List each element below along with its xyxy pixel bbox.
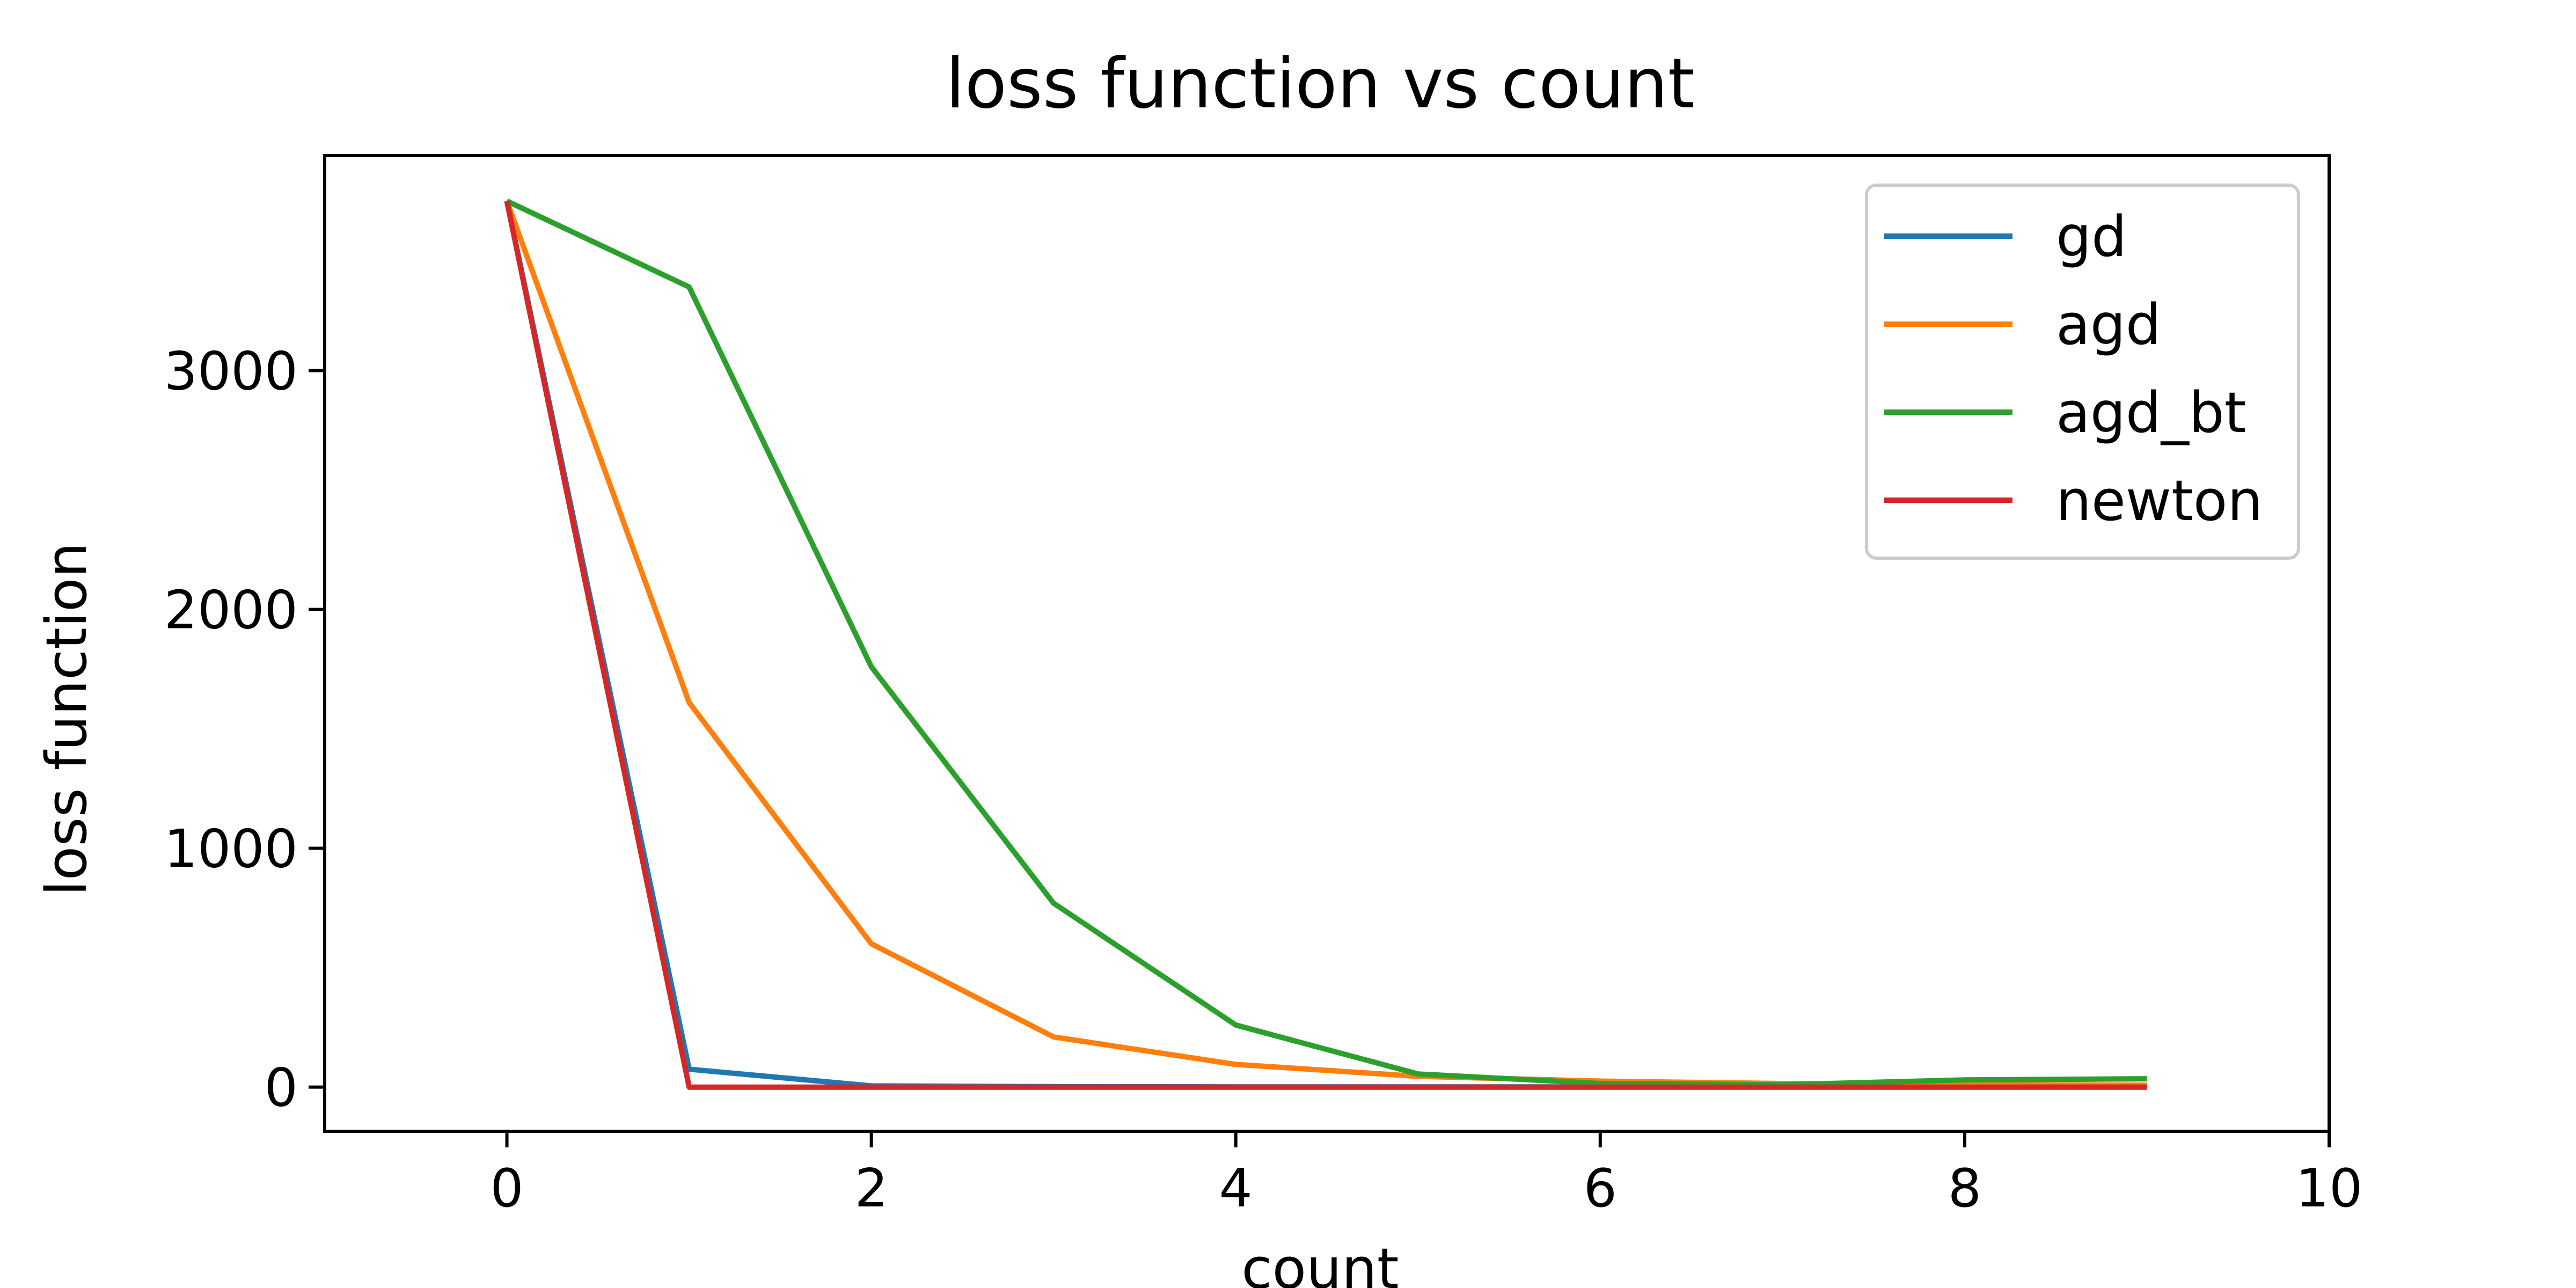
x-axis-label: count	[1241, 1236, 1399, 1288]
x-tick-label: 2	[854, 1158, 888, 1219]
y-tick-label: 1000	[164, 819, 298, 880]
legend-label-gd: gd	[2056, 204, 2127, 269]
legend-label-agd-bt: agd_bt	[2056, 380, 2246, 445]
x-tick-label: 8	[1948, 1158, 1981, 1219]
chart-title: loss function vs count	[946, 44, 1695, 124]
x-axis: 0 2 4 6 8 10	[490, 1131, 2362, 1219]
legend-box	[1865, 184, 2300, 560]
y-tick-label: 2000	[164, 580, 298, 641]
legend-label-agd: agd	[2056, 292, 2161, 357]
x-tick-label: 6	[1584, 1158, 1617, 1219]
legend-label-newton: newton	[2056, 468, 2263, 533]
y-axis-label: loss function	[34, 543, 99, 896]
series-line-agd-bt	[506, 199, 2147, 1088]
y-tick-label: 0	[265, 1058, 298, 1119]
y-axis: 0 1000 2000 3000	[164, 341, 325, 1119]
x-tick-label: 4	[1219, 1158, 1253, 1219]
x-tick-label: 10	[2296, 1158, 2363, 1219]
y-tick-label: 3000	[164, 341, 298, 402]
series-line-newton	[504, 200, 2147, 1090]
x-tick-label: 0	[490, 1158, 523, 1219]
plot-frame	[323, 154, 2331, 1133]
series-layer	[504, 199, 2147, 1090]
